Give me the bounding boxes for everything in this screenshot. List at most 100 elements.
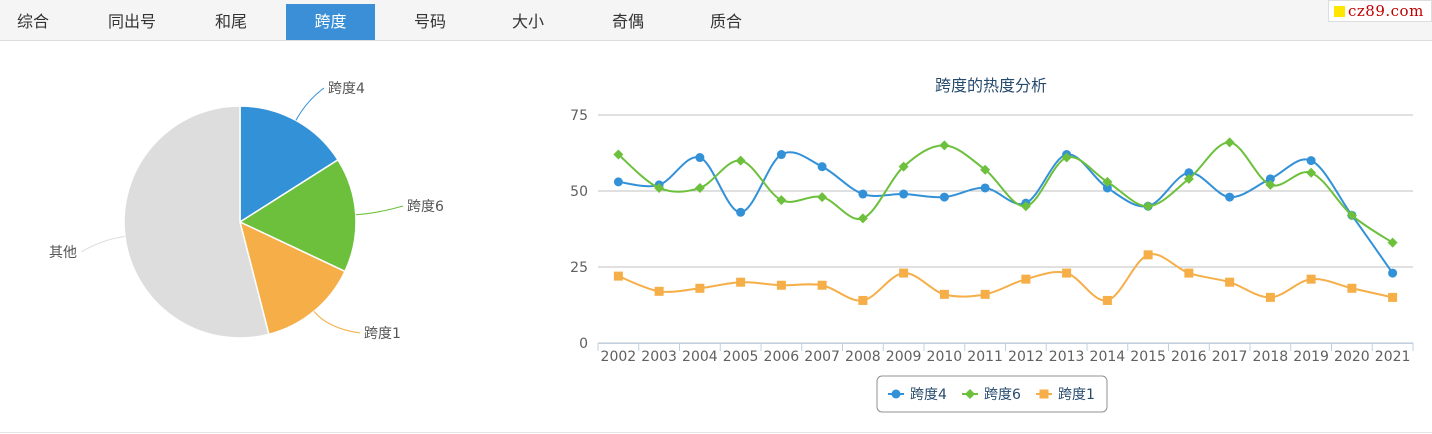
series-1-point-15[interactable] (1224, 137, 1235, 148)
legend-marker-0[interactable] (891, 389, 901, 399)
series-1-point-2[interactable] (694, 182, 705, 193)
tab-span[interactable]: 跨度 (286, 4, 375, 40)
series-0-point-19[interactable] (1388, 268, 1398, 278)
series-0-point-14[interactable] (1184, 168, 1194, 178)
series-2-point-12[interactable] (1102, 295, 1112, 305)
y-tick-label-0: 0 (579, 336, 588, 352)
series-1-point-14[interactable] (1183, 173, 1194, 184)
pie-label-3: 其他 (49, 245, 77, 261)
logo-text: cz89.com (1348, 2, 1424, 20)
x-tick-label-7: 2009 (886, 349, 922, 365)
series-2-point-3[interactable] (736, 277, 746, 287)
series-1-point-6[interactable] (857, 213, 868, 224)
pie-connector-1 (355, 205, 404, 216)
legend-label-1: 跨度6 (984, 387, 1021, 403)
pie-slice-3[interactable] (123, 105, 270, 339)
series-2-point-4[interactable] (776, 280, 786, 290)
series-0-point-6[interactable] (858, 189, 868, 199)
series-1-point-19[interactable] (1387, 237, 1398, 248)
series-1-point-8[interactable] (939, 140, 950, 151)
series-1-point-9[interactable] (980, 164, 991, 175)
series-1-point-4[interactable] (776, 195, 787, 206)
series-1 (613, 137, 1398, 248)
tab-bar: 综合 同出号 和尾 跨度 号码 大小 奇偶 质合 (0, 0, 1432, 41)
tab-odd-even[interactable]: 奇偶 (611, 12, 644, 31)
series-1-point-18[interactable] (1346, 210, 1357, 221)
tab-same-numbers[interactable]: 同出号 (107, 12, 156, 31)
series-0-point-16[interactable] (1265, 174, 1275, 184)
pie-label-1: 跨度6 (407, 199, 444, 215)
series-2-point-9[interactable] (980, 289, 990, 299)
series-2-point-6[interactable] (858, 295, 868, 305)
logo-square-icon (1334, 6, 1345, 17)
series-1-point-10[interactable] (1020, 201, 1031, 212)
series-2-point-15[interactable] (1225, 277, 1235, 287)
series-1-point-17[interactable] (1306, 167, 1317, 178)
series-2-point-13[interactable] (1143, 250, 1153, 260)
series-1-point-5[interactable] (817, 192, 828, 203)
x-tick-label-16: 2018 (1253, 349, 1289, 365)
series-line-2 (618, 253, 1393, 302)
series-0-point-12[interactable] (1102, 183, 1112, 193)
x-tick-label-10: 2012 (1008, 349, 1044, 365)
series-0-point-7[interactable] (899, 189, 909, 199)
series-1-point-12[interactable] (1102, 176, 1113, 187)
legend-marker-1[interactable] (965, 389, 975, 399)
line-chart-title: 跨度的热度分析 (935, 76, 1047, 95)
pie-slice-0[interactable] (239, 105, 339, 224)
series-2-point-0[interactable] (613, 271, 623, 281)
x-tick-label-4: 2006 (764, 349, 800, 365)
series-0-point-2[interactable] (695, 153, 705, 163)
tab-numbers[interactable]: 号码 (413, 12, 446, 31)
legend-marker-2[interactable] (1039, 389, 1049, 399)
series-2-point-14[interactable] (1184, 268, 1194, 278)
series-0-point-0[interactable] (613, 177, 623, 187)
series-0-point-1[interactable] (654, 180, 664, 190)
pie-slice-1[interactable] (238, 158, 357, 273)
series-0-point-18[interactable] (1347, 210, 1357, 220)
series-2-point-8[interactable] (939, 289, 949, 299)
series-1-point-13[interactable] (1143, 201, 1154, 212)
site-logo[interactable]: cz89.com (1328, 0, 1432, 22)
series-0-point-13[interactable] (1143, 201, 1153, 211)
series-2-point-10[interactable] (1021, 274, 1031, 284)
series-0-point-9[interactable] (980, 183, 990, 193)
series-2-point-18[interactable] (1347, 283, 1357, 293)
series-2-point-17[interactable] (1306, 274, 1316, 284)
legend-item-2[interactable]: 跨度1 (1036, 387, 1095, 403)
x-tick-label-9: 2011 (967, 349, 1003, 365)
series-2-point-7[interactable] (899, 268, 909, 278)
series-1-point-7[interactable] (898, 161, 909, 172)
series-1-point-1[interactable] (654, 182, 665, 193)
legend-item-1[interactable]: 跨度6 (962, 387, 1021, 403)
tab-big-small[interactable]: 大小 (511, 12, 544, 31)
series-1-point-0[interactable] (613, 149, 624, 160)
series-2 (613, 250, 1398, 305)
tab-sum-tail[interactable]: 和尾 (214, 12, 247, 31)
x-tick-label-14: 2016 (1171, 349, 1207, 365)
series-2-point-1[interactable] (654, 286, 664, 296)
series-2-point-2[interactable] (695, 283, 705, 293)
series-2-point-11[interactable] (1062, 268, 1072, 278)
series-0-point-5[interactable] (817, 162, 827, 172)
series-0-point-4[interactable] (776, 150, 786, 160)
series-0-point-8[interactable] (939, 192, 949, 202)
pie-connector-2 (313, 311, 361, 334)
legend-label-2: 跨度1 (1058, 387, 1095, 403)
legend-item-0[interactable]: 跨度4 (888, 387, 947, 403)
series-1-point-16[interactable] (1265, 179, 1276, 190)
series-2-point-16[interactable] (1265, 292, 1275, 302)
series-0-point-17[interactable] (1306, 156, 1316, 166)
series-0-point-11[interactable] (1062, 150, 1072, 160)
tab-overview[interactable]: 综合 (16, 12, 49, 31)
series-2-point-19[interactable] (1388, 292, 1398, 302)
series-1-point-11[interactable] (1061, 152, 1072, 163)
x-tick-label-17: 2019 (1293, 349, 1329, 365)
series-0-point-15[interactable] (1225, 192, 1235, 202)
tab-prime-composite[interactable]: 质合 (709, 12, 742, 31)
series-0-point-3[interactable] (736, 207, 746, 217)
series-2-point-5[interactable] (817, 280, 827, 290)
series-0-point-10[interactable] (1021, 198, 1031, 208)
x-tick-label-6: 2008 (845, 349, 881, 365)
series-1-point-3[interactable] (735, 155, 746, 166)
